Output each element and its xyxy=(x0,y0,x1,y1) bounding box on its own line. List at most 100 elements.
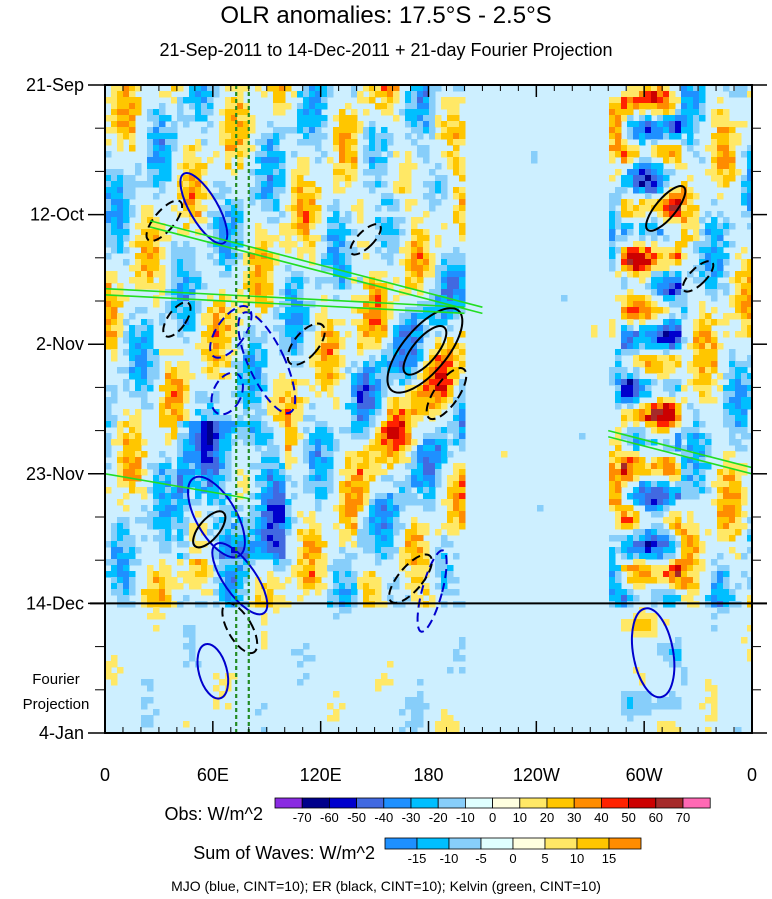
anomaly-cell xyxy=(411,415,418,422)
anomaly-cell xyxy=(153,613,160,620)
anomaly-cell xyxy=(105,313,112,320)
anomaly-cell xyxy=(255,301,262,308)
anomaly-cell xyxy=(177,463,184,470)
anomaly-cell xyxy=(267,259,274,266)
anomaly-cell xyxy=(135,355,142,362)
anomaly-cell xyxy=(315,283,322,290)
anomaly-cell xyxy=(621,415,628,422)
anomaly-cell xyxy=(297,547,304,554)
anomaly-cell xyxy=(453,655,460,662)
anomaly-cell xyxy=(213,211,220,218)
anomaly-cell xyxy=(291,241,298,248)
anomaly-cell xyxy=(411,451,418,458)
anomaly-cell xyxy=(129,181,136,188)
anomaly-cell xyxy=(351,553,358,560)
anomaly-cell xyxy=(621,181,628,188)
anomaly-cell xyxy=(339,151,346,158)
anomaly-cell xyxy=(663,721,670,728)
anomaly-cell xyxy=(681,109,688,116)
anomaly-cell xyxy=(633,187,640,194)
anomaly-cell xyxy=(399,175,406,182)
anomaly-cell xyxy=(663,415,670,422)
anomaly-cell xyxy=(675,703,682,710)
anomaly-cell xyxy=(627,289,634,296)
anomaly-cell xyxy=(183,379,190,386)
anomaly-cell xyxy=(417,265,424,272)
anomaly-cell xyxy=(609,475,616,482)
anomaly-cell xyxy=(153,235,160,242)
anomaly-cell xyxy=(621,367,628,374)
anomaly-cell xyxy=(381,679,388,686)
anomaly-cell xyxy=(687,529,694,536)
anomaly-cell xyxy=(729,175,736,182)
anomaly-cell xyxy=(111,391,118,398)
anomaly-cell xyxy=(153,121,160,128)
anomaly-cell xyxy=(381,289,388,296)
anomaly-cell xyxy=(375,595,382,602)
anomaly-cell xyxy=(357,409,364,416)
anomaly-cell xyxy=(291,649,298,656)
wave-contour xyxy=(162,301,192,338)
anomaly-cell xyxy=(171,487,178,494)
anomaly-cell xyxy=(609,463,616,470)
anomaly-cell xyxy=(693,583,700,590)
anomaly-cell xyxy=(399,163,406,170)
anomaly-cell xyxy=(183,301,190,308)
anomaly-cell xyxy=(687,145,694,152)
anomaly-cell xyxy=(669,409,676,416)
anomaly-cell xyxy=(363,397,370,404)
anomaly-cell xyxy=(153,709,160,716)
anomaly-cell xyxy=(459,433,466,440)
anomaly-cell xyxy=(453,433,460,440)
anomaly-cell xyxy=(633,271,640,278)
anomaly-cell xyxy=(447,715,454,722)
anomaly-cell xyxy=(297,127,304,134)
anomaly-cell xyxy=(117,325,124,332)
anomaly-cell xyxy=(183,325,190,332)
anomaly-cell xyxy=(309,181,316,188)
anomaly-cell xyxy=(459,397,466,404)
anomaly-cell xyxy=(225,235,232,242)
anomaly-cell xyxy=(459,349,466,356)
anomaly-cell xyxy=(165,235,172,242)
anomaly-cell xyxy=(633,85,640,92)
anomaly-cell xyxy=(339,265,346,272)
anomaly-cell xyxy=(189,625,196,632)
anomaly-cell xyxy=(453,289,460,296)
anomaly-cell xyxy=(273,133,280,140)
anomaly-cell xyxy=(687,343,694,350)
anomaly-cell xyxy=(675,295,682,302)
anomaly-cell xyxy=(183,361,190,368)
anomaly-cell xyxy=(387,661,394,668)
anomaly-cell xyxy=(153,115,160,122)
anomaly-cell xyxy=(723,133,730,140)
anomaly-cell xyxy=(117,283,124,290)
anomaly-cell xyxy=(381,385,388,392)
anomaly-cell xyxy=(633,397,640,404)
anomaly-cell xyxy=(273,199,280,206)
anomaly-cell xyxy=(699,439,706,446)
anomaly-cell xyxy=(705,319,712,326)
anomaly-cell xyxy=(339,223,346,230)
anomaly-cell xyxy=(633,433,640,440)
anomaly-cell xyxy=(333,271,340,278)
anomaly-cell xyxy=(435,277,442,284)
anomaly-cell xyxy=(621,709,628,716)
anomaly-cell xyxy=(213,415,220,422)
anomaly-cell xyxy=(345,331,352,338)
anomaly-cell xyxy=(315,457,322,464)
anomaly-cell xyxy=(651,127,658,134)
anomaly-cell xyxy=(345,481,352,488)
anomaly-cell xyxy=(255,253,262,260)
anomaly-cell xyxy=(663,253,670,260)
anomaly-cell xyxy=(609,229,616,236)
anomaly-cell xyxy=(741,259,748,266)
anomaly-cell xyxy=(639,91,646,98)
anomaly-cell xyxy=(237,115,244,122)
anomaly-cell xyxy=(633,439,640,446)
anomaly-cell xyxy=(621,697,628,704)
anomaly-cell xyxy=(633,205,640,212)
anomaly-cell xyxy=(657,343,664,350)
anomaly-cell xyxy=(267,85,274,92)
anomaly-cell xyxy=(657,289,664,296)
